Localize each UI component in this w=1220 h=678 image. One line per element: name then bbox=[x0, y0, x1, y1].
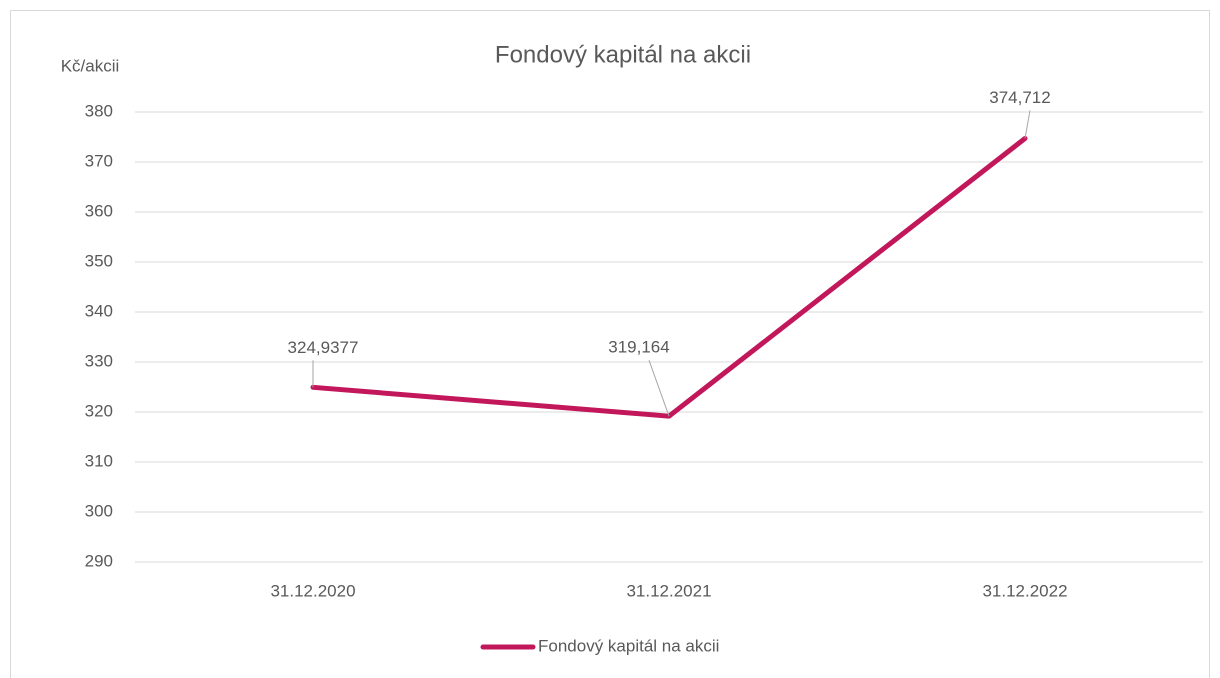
x-tick-label: 31.12.2020 bbox=[270, 581, 355, 600]
data-label: 319,164 bbox=[608, 338, 669, 357]
x-tick-label: 31.12.2021 bbox=[626, 581, 711, 600]
leader-line bbox=[648, 360, 670, 417]
y-tick-label: 350 bbox=[85, 251, 113, 270]
chart-title: Fondový kapitál na akcii bbox=[495, 41, 751, 68]
y-tick-label: 300 bbox=[85, 501, 113, 520]
y-tick-label: 290 bbox=[85, 551, 113, 570]
y-tick-label: 360 bbox=[85, 201, 113, 220]
x-tick-label: 31.12.2022 bbox=[982, 581, 1067, 600]
y-tick-label: 320 bbox=[85, 401, 113, 420]
legend-label: Fondový kapitál na akcii bbox=[538, 636, 719, 655]
leader-line bbox=[1024, 110, 1031, 139]
y-tick-label: 310 bbox=[85, 451, 113, 470]
chart-frame bbox=[10, 10, 1210, 678]
y-tick-label: 330 bbox=[85, 351, 113, 370]
data-label: 324,9377 bbox=[288, 338, 359, 357]
y-axis-label: Kč/akcii bbox=[61, 56, 120, 75]
y-tick-label: 380 bbox=[85, 101, 113, 120]
y-tick-label: 370 bbox=[85, 151, 113, 170]
y-tick-label: 340 bbox=[85, 301, 113, 320]
data-label: 374,712 bbox=[989, 88, 1050, 107]
